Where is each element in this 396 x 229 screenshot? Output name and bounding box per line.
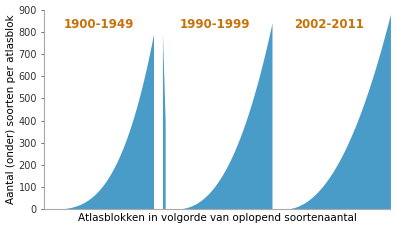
Y-axis label: Aantal (onder) soorten per atlasblok: Aantal (onder) soorten per atlasblok <box>6 15 15 204</box>
Text: 1990-1999: 1990-1999 <box>179 18 250 31</box>
Polygon shape <box>163 34 166 209</box>
Text: 2002-2011: 2002-2011 <box>295 18 364 31</box>
Text: 1900-1949: 1900-1949 <box>64 18 135 31</box>
X-axis label: Atlasblokken in volgorde van oplopend soortenaantal: Atlasblokken in volgorde van oplopend so… <box>78 213 357 224</box>
